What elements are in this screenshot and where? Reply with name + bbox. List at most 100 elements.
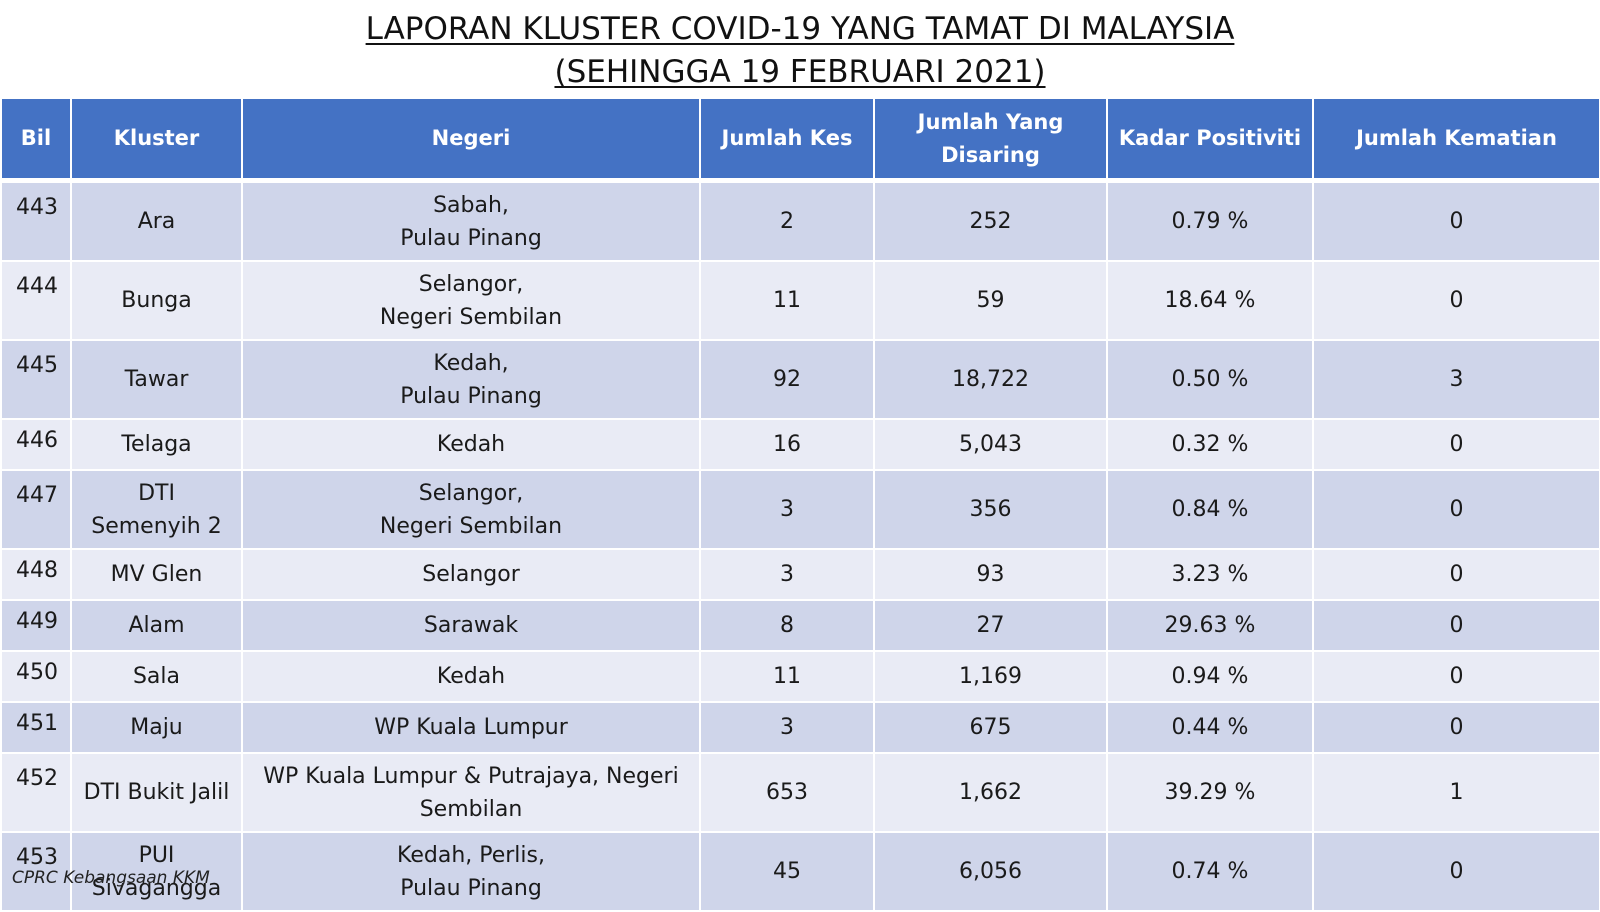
- cell-jumlah-disaring: 93: [873, 548, 1108, 601]
- cell-negeri: WP Kuala Lumpur & Putrajaya, Negeri Semb…: [241, 752, 701, 833]
- cell-jumlah-kematian: 1: [1312, 752, 1600, 833]
- header-kluster: Kluster: [70, 97, 243, 183]
- cell-kadar-positiviti: 0.74 %: [1106, 831, 1314, 912]
- cell-jumlah-disaring: 6,056: [873, 831, 1108, 912]
- cell-kadar-positiviti: 39.29 %: [1106, 752, 1314, 833]
- cell-kluster: Maju: [70, 701, 243, 754]
- cell-bil: 445: [0, 339, 72, 420]
- table-row: 446 Telaga Kedah 16 5,043 0.32 % 0: [0, 418, 1600, 471]
- cell-kadar-positiviti: 3.23 %: [1106, 548, 1314, 601]
- cluster-report-table: Bil Kluster Negeri Jumlah Kes Jumlah Yan…: [0, 97, 1600, 912]
- cell-bil: 446: [0, 418, 72, 471]
- header-negeri: Negeri: [241, 97, 701, 183]
- cell-jumlah-kes: 11: [699, 260, 875, 341]
- cell-bil: 452: [0, 752, 72, 833]
- cell-kluster: Telaga: [70, 418, 243, 471]
- cell-jumlah-disaring: 675: [873, 701, 1108, 754]
- title-line-2: (SEHINGGA 19 FEBRUARI 2021): [554, 54, 1046, 90]
- cell-kluster: PUI Sivagangga: [70, 831, 243, 912]
- cell-jumlah-kematian: 0: [1312, 701, 1600, 754]
- table-row: 450 Sala Kedah 11 1,169 0.94 % 0: [0, 650, 1600, 703]
- cell-negeri: Kedah: [241, 650, 701, 703]
- cell-negeri: Sabah, Pulau Pinang: [241, 179, 701, 262]
- cell-jumlah-kes: 8: [699, 599, 875, 652]
- header-kadar-positiviti: Kadar Positiviti: [1106, 97, 1314, 183]
- cell-bil: 450: [0, 650, 72, 703]
- cell-jumlah-disaring: 1,169: [873, 650, 1108, 703]
- cell-bil: 444: [0, 260, 72, 341]
- cell-kluster: MV Glen: [70, 548, 243, 601]
- header-jumlah-kes: Jumlah Kes: [699, 97, 875, 183]
- cell-jumlah-kes: 11: [699, 650, 875, 703]
- table-row: 452 DTI Bukit Jalil WP Kuala Lumpur & Pu…: [0, 752, 1600, 833]
- cell-negeri: WP Kuala Lumpur: [241, 701, 701, 754]
- cell-jumlah-kematian: 3: [1312, 339, 1600, 420]
- cell-kadar-positiviti: 0.94 %: [1106, 650, 1314, 703]
- cell-kluster: DTI Bukit Jalil: [70, 752, 243, 833]
- cell-kadar-positiviti: 0.32 %: [1106, 418, 1314, 471]
- header-bil: Bil: [0, 97, 72, 183]
- cell-kluster: Ara: [70, 179, 243, 262]
- cell-jumlah-kematian: 0: [1312, 831, 1600, 912]
- cell-negeri: Sarawak: [241, 599, 701, 652]
- cell-kluster: DTI Semenyih 2: [70, 469, 243, 550]
- cell-jumlah-kematian: 0: [1312, 548, 1600, 601]
- cell-bil: 443: [0, 179, 72, 262]
- cell-jumlah-disaring: 5,043: [873, 418, 1108, 471]
- table-row: 453 PUI Sivagangga Kedah, Perlis, Pulau …: [0, 831, 1600, 912]
- cell-bil: 448: [0, 548, 72, 601]
- cell-bil: 449: [0, 599, 72, 652]
- table-row: 448 MV Glen Selangor 3 93 3.23 % 0: [0, 548, 1600, 601]
- title-line-1: LAPORAN KLUSTER COVID-19 YANG TAMAT DI M…: [365, 11, 1235, 47]
- cell-jumlah-disaring: 59: [873, 260, 1108, 341]
- cell-negeri: Selangor: [241, 548, 701, 601]
- cell-jumlah-kematian: 0: [1312, 179, 1600, 262]
- cell-negeri: Selangor, Negeri Sembilan: [241, 469, 701, 550]
- cell-negeri: Kedah, Perlis, Pulau Pinang: [241, 831, 701, 912]
- cell-jumlah-kes: 653: [699, 752, 875, 833]
- cell-bil: 447: [0, 469, 72, 550]
- table-row: 443 Ara Sabah, Pulau Pinang 2 252 0.79 %…: [0, 179, 1600, 262]
- cell-jumlah-kes: 3: [699, 548, 875, 601]
- cell-negeri: Kedah, Pulau Pinang: [241, 339, 701, 420]
- cell-jumlah-kes: 2: [699, 179, 875, 262]
- cell-kluster: Tawar: [70, 339, 243, 420]
- source-footnote: CPRC Kebangsaan KKM: [12, 868, 210, 888]
- cell-jumlah-disaring: 18,722: [873, 339, 1108, 420]
- cell-jumlah-kes: 92: [699, 339, 875, 420]
- cell-jumlah-kes: 3: [699, 701, 875, 754]
- cell-kadar-positiviti: 29.63 %: [1106, 599, 1314, 652]
- cell-jumlah-disaring: 356: [873, 469, 1108, 550]
- table-row: 445 Tawar Kedah, Pulau Pinang 92 18,722 …: [0, 339, 1600, 420]
- cell-bil: 453: [0, 831, 72, 912]
- cell-jumlah-kematian: 0: [1312, 650, 1600, 703]
- header-jumlah-kematian: Jumlah Kematian: [1312, 97, 1600, 183]
- table-header-row: Bil Kluster Negeri Jumlah Kes Jumlah Yan…: [0, 97, 1600, 183]
- cell-kadar-positiviti: 18.64 %: [1106, 260, 1314, 341]
- cell-kadar-positiviti: 0.79 %: [1106, 179, 1314, 262]
- cell-jumlah-kematian: 0: [1312, 469, 1600, 550]
- cell-jumlah-kematian: 0: [1312, 260, 1600, 341]
- cell-kadar-positiviti: 0.50 %: [1106, 339, 1314, 420]
- cell-jumlah-kes: 45: [699, 831, 875, 912]
- cell-jumlah-disaring: 1,662: [873, 752, 1108, 833]
- table-row: 447 DTI Semenyih 2 Selangor, Negeri Semb…: [0, 469, 1600, 550]
- cell-bil: 451: [0, 701, 72, 754]
- cell-jumlah-disaring: 252: [873, 179, 1108, 262]
- cell-jumlah-kes: 3: [699, 469, 875, 550]
- cell-kadar-positiviti: 0.84 %: [1106, 469, 1314, 550]
- cell-kluster: Bunga: [70, 260, 243, 341]
- table-row: 451 Maju WP Kuala Lumpur 3 675 0.44 % 0: [0, 701, 1600, 754]
- cell-jumlah-kematian: 0: [1312, 418, 1600, 471]
- cell-jumlah-disaring: 27: [873, 599, 1108, 652]
- cell-jumlah-kes: 16: [699, 418, 875, 471]
- page-title: LAPORAN KLUSTER COVID-19 YANG TAMAT DI M…: [0, 8, 1600, 94]
- header-jumlah-disaring: Jumlah Yang Disaring: [873, 97, 1108, 183]
- cell-kluster: Alam: [70, 599, 243, 652]
- cell-negeri: Kedah: [241, 418, 701, 471]
- cell-jumlah-kematian: 0: [1312, 599, 1600, 652]
- table-row: 449 Alam Sarawak 8 27 29.63 % 0: [0, 599, 1600, 652]
- cell-kadar-positiviti: 0.44 %: [1106, 701, 1314, 754]
- cell-negeri: Selangor, Negeri Sembilan: [241, 260, 701, 341]
- table-row: 444 Bunga Selangor, Negeri Sembilan 11 5…: [0, 260, 1600, 341]
